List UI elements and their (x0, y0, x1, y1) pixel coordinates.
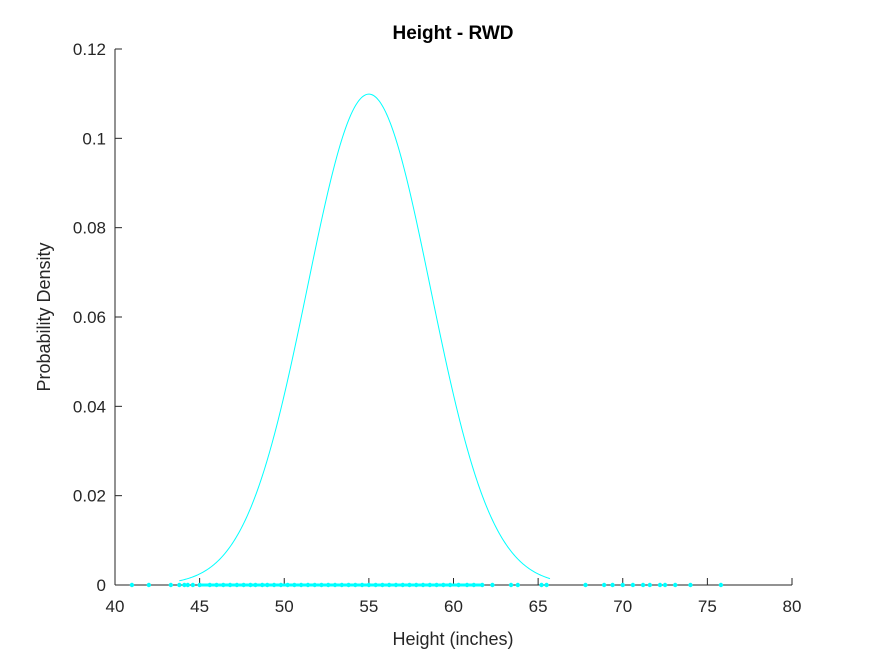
data-point (146, 582, 152, 588)
axes (114, 49, 792, 586)
y-tick-label: 0.04 (73, 397, 106, 416)
data-point (185, 582, 190, 588)
y-tick-label: 0.08 (73, 219, 106, 238)
x-axis-label: Height (inches) (392, 629, 513, 649)
data-point (129, 582, 135, 588)
x-tick-label: 75 (698, 597, 717, 616)
data-point (630, 582, 636, 588)
chart-title: Height - RWD (392, 23, 513, 44)
y-tick-label: 0.06 (73, 308, 106, 327)
data-point (539, 582, 544, 588)
data-point (601, 582, 607, 588)
curve-layer (179, 93, 551, 582)
data-point (718, 582, 724, 588)
x-tick-label: 70 (613, 597, 632, 616)
data-point (544, 582, 549, 588)
data-point (662, 582, 668, 588)
data-point (508, 582, 514, 588)
y-tick-label: 0.12 (73, 40, 106, 59)
data-point (583, 582, 588, 588)
y-tick-label: 0 (97, 576, 106, 595)
data-point (688, 582, 693, 588)
x-tick-label: 80 (783, 597, 802, 616)
data-point (640, 582, 646, 588)
data-point (673, 582, 678, 588)
data-point (190, 582, 196, 588)
x-tick-label: 40 (106, 597, 125, 616)
x-tick-label: 55 (359, 597, 378, 616)
x-tick-label: 45 (190, 597, 209, 616)
y-axis-label: Probability Density (34, 242, 54, 391)
data-point (657, 582, 663, 588)
x-tick-label: 50 (275, 597, 294, 616)
x-tick-label: 65 (529, 597, 548, 616)
data-point (168, 582, 174, 588)
data-point (177, 582, 182, 588)
x-ticks: 40 45 50 55 60 65 70 75 80 (106, 578, 802, 616)
data-point (620, 582, 625, 588)
data-point (647, 582, 653, 588)
data-point (490, 582, 495, 588)
x-tick-label: 60 (444, 597, 463, 616)
data-point (610, 582, 615, 588)
y-tick-label: 0.02 (73, 487, 106, 506)
y-tick-label: 0.1 (82, 129, 106, 148)
data-point (182, 582, 187, 588)
density-curve (179, 93, 551, 582)
data-point (515, 582, 521, 588)
y-ticks: 0 0.02 0.04 0.06 0.08 0.1 0.12 (73, 40, 122, 595)
rug-points (129, 582, 724, 588)
